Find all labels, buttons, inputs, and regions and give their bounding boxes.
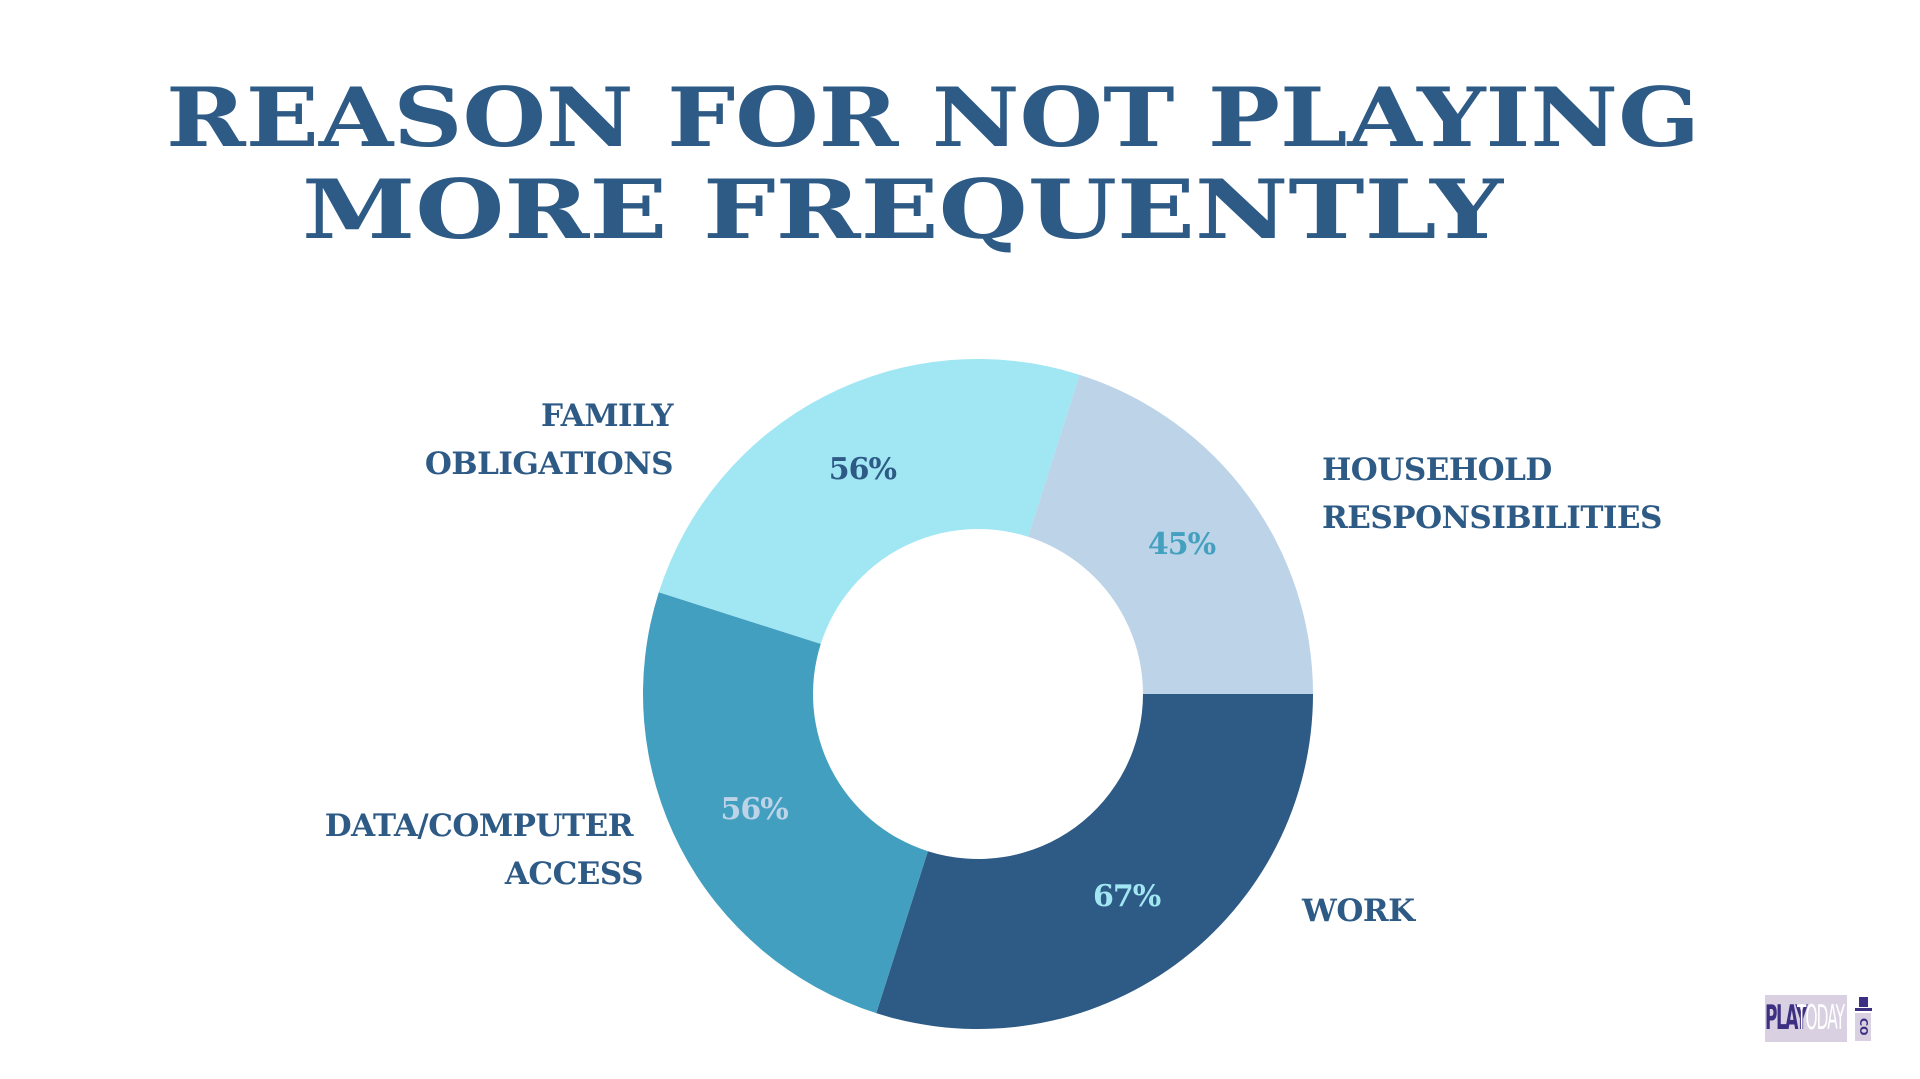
- label-family-line-1: FAMILY: [540, 398, 674, 434]
- logo-play: PLAY: [1765, 995, 1808, 1042]
- value-label-work: 67%: [1093, 879, 1161, 915]
- label-work: WORK: [1302, 887, 1415, 935]
- playtoday-co-logo: PLAY TODAY CO: [1765, 995, 1879, 1042]
- slice-household-responsibilities: [1028, 374, 1313, 694]
- chart-title-line-2: MORE FREQUENTLY: [302, 163, 1504, 258]
- label-household-line-2: RESPONSIBILITIES: [1322, 500, 1662, 536]
- logo-today: TODAY: [1797, 995, 1847, 1042]
- value-label-household-responsibilities: 45%: [1147, 527, 1216, 563]
- value-label-family-obligations: 56%: [828, 452, 897, 488]
- label-data-line-2: ACCESS: [504, 856, 644, 892]
- label-data-computer-access: DATA/COMPUTER ACCESS: [324, 802, 644, 898]
- label-household-line-1: HOUSEHOLD: [1322, 452, 1552, 488]
- label-family-line-2: OBLIGATIONS: [424, 446, 674, 482]
- label-family-obligations: FAMILY OBLIGATIONS: [424, 392, 674, 488]
- logo-co: CO: [1855, 1013, 1871, 1041]
- top-hat-icon: CO: [1853, 995, 1873, 1042]
- slice-work: [876, 694, 1313, 1029]
- chart-title-line-1: REASON FOR NOT PLAYING: [166, 71, 1700, 166]
- chart-title: REASON FOR NOT PLAYING MORE FREQUENTLY: [166, 71, 1700, 258]
- slice-data-computer-access: [643, 592, 928, 1014]
- label-work-line-1: WORK: [1302, 893, 1415, 929]
- value-label-data-computer-access: 56%: [720, 791, 788, 827]
- slice-family-obligations: [658, 359, 1080, 644]
- label-data-line-1: DATA/COMPUTER: [324, 808, 634, 844]
- donut-slices: [643, 359, 1313, 1029]
- label-household-responsibilities: HOUSEHOLD RESPONSIBILITIES: [1322, 446, 1662, 542]
